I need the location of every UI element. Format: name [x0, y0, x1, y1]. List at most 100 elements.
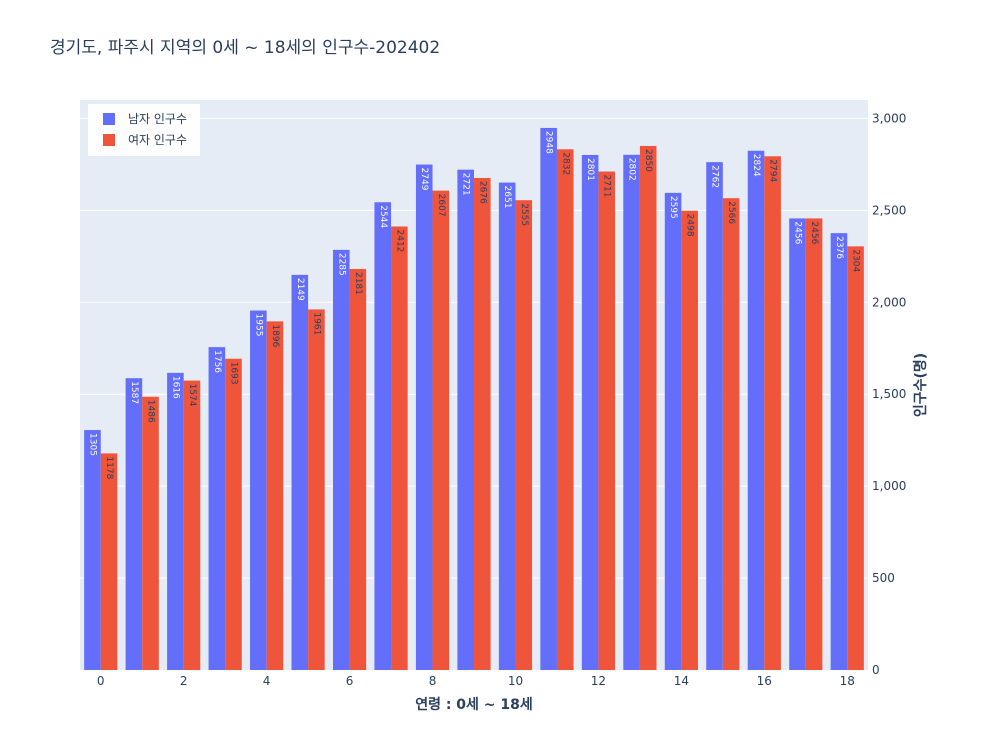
- bar-value-label: 1178: [104, 456, 114, 479]
- bar-value-label: 2794: [768, 159, 778, 182]
- bar-value-label: 1693: [228, 362, 238, 385]
- bar: [515, 200, 533, 671]
- bar: [142, 396, 159, 670]
- bar-value-label: 2607: [436, 194, 446, 217]
- bar-value-label: 2149: [295, 278, 305, 301]
- bar-value-label: 1756: [212, 350, 222, 373]
- bar: [664, 192, 682, 670]
- bar: [764, 156, 781, 670]
- bar: [391, 226, 408, 670]
- bar-value-label: 2376: [834, 236, 844, 259]
- y-tick-label: 1,500: [872, 387, 906, 401]
- bar: [498, 182, 516, 671]
- bar: [706, 162, 723, 671]
- legend-label: 여자 인구수: [128, 133, 187, 147]
- x-tick-label: 0: [97, 674, 105, 688]
- y-tick-label: 0: [872, 663, 880, 677]
- bar: [747, 150, 765, 670]
- bar: [639, 145, 657, 670]
- bar: [830, 233, 848, 671]
- bar: [789, 218, 806, 670]
- bar-value-label: 1961: [311, 312, 321, 335]
- y-tick-label: 2,500: [872, 203, 906, 217]
- bar: [225, 358, 242, 670]
- bar: [457, 169, 474, 670]
- bar-value-label: 2802: [627, 158, 637, 181]
- bar: [432, 190, 450, 671]
- bar: [623, 154, 640, 670]
- legend-swatch: [103, 113, 115, 125]
- bar: [540, 127, 557, 671]
- bar-value-label: 2456: [792, 221, 802, 244]
- bar-value-label: 2181: [353, 272, 363, 295]
- bar: [722, 198, 740, 670]
- bar-value-label: 2651: [502, 186, 512, 209]
- x-tick-label: 18: [840, 674, 855, 688]
- bar: [847, 246, 864, 670]
- bar-value-label: 2721: [461, 173, 471, 196]
- bar-value-label: 1574: [187, 384, 197, 407]
- bar-value-label: 2762: [710, 165, 720, 188]
- bar-value-label: 2595: [668, 196, 678, 219]
- x-tick-label: 14: [674, 674, 689, 688]
- bar-value-label: 1955: [253, 314, 263, 337]
- x-tick-label: 12: [591, 674, 606, 688]
- bar-value-label: 2711: [602, 175, 612, 198]
- bar: [208, 347, 226, 670]
- bar: [308, 309, 325, 670]
- x-tick-label: 2: [180, 674, 188, 688]
- bar: [681, 210, 698, 671]
- bar-value-label: 2304: [851, 249, 861, 272]
- x-axis-title: 연령 : 0세 ~ 18세: [415, 697, 533, 713]
- bar-value-label: 1305: [87, 433, 97, 456]
- bar-value-label: 2676: [477, 181, 487, 204]
- bar-value-label: 2566: [726, 201, 736, 224]
- bar: [581, 154, 599, 670]
- x-tick-label: 6: [346, 674, 354, 688]
- bar-value-label: 2412: [394, 230, 404, 253]
- bar-value-label: 2824: [751, 154, 761, 177]
- bar: [805, 218, 823, 670]
- bar: [100, 453, 118, 670]
- bar: [474, 177, 491, 670]
- x-axis-ticks: 0 2 4 6 8 10 12 14 16 18: [97, 674, 855, 688]
- bar: [374, 202, 392, 671]
- bars: 1305 1587 1616 1756 1955 2149 2285 2544 2749 2721…: [84, 127, 864, 671]
- bar-value-label: 1616: [170, 376, 180, 399]
- bar-value-label: 2456: [809, 221, 819, 244]
- bar: [332, 249, 350, 670]
- bar-value-label: 2850: [643, 149, 653, 172]
- x-tick-label: 10: [508, 674, 523, 688]
- bar: [125, 378, 143, 670]
- x-tick-label: 16: [757, 674, 772, 688]
- bar: [84, 430, 101, 670]
- bar-value-label: 2285: [336, 253, 346, 276]
- y-tick-label: 500: [872, 571, 895, 585]
- bar-value-label: 2544: [378, 205, 388, 228]
- bar-value-label: 1896: [270, 324, 280, 347]
- bar: [415, 164, 433, 671]
- bar: [291, 274, 309, 670]
- legend-box: [88, 104, 200, 156]
- bar: [183, 380, 201, 670]
- bar-value-label: 2948: [544, 131, 554, 154]
- y-axis-ticks: 0 500 1,000 1,500 2,000 2,500 3,000: [872, 111, 906, 677]
- y-tick-label: 2,000: [872, 295, 906, 309]
- bar-value-label: 2498: [685, 214, 695, 237]
- bar: [556, 149, 574, 671]
- bar: [167, 372, 184, 670]
- bar-value-label: 2832: [560, 152, 570, 175]
- bar-value-label: 1587: [129, 381, 139, 404]
- legend-swatch: [103, 134, 115, 146]
- y-tick-label: 3,000: [872, 111, 906, 125]
- y-tick-label: 1,000: [872, 479, 906, 493]
- bar: [266, 321, 284, 670]
- y-axis-title: 인구수(명): [912, 353, 929, 417]
- bar-value-label: 2555: [519, 203, 529, 226]
- x-tick-label: 4: [263, 674, 271, 688]
- bar-value-label: 2801: [585, 158, 595, 181]
- bar: [349, 268, 367, 670]
- x-tick-label: 8: [429, 674, 437, 688]
